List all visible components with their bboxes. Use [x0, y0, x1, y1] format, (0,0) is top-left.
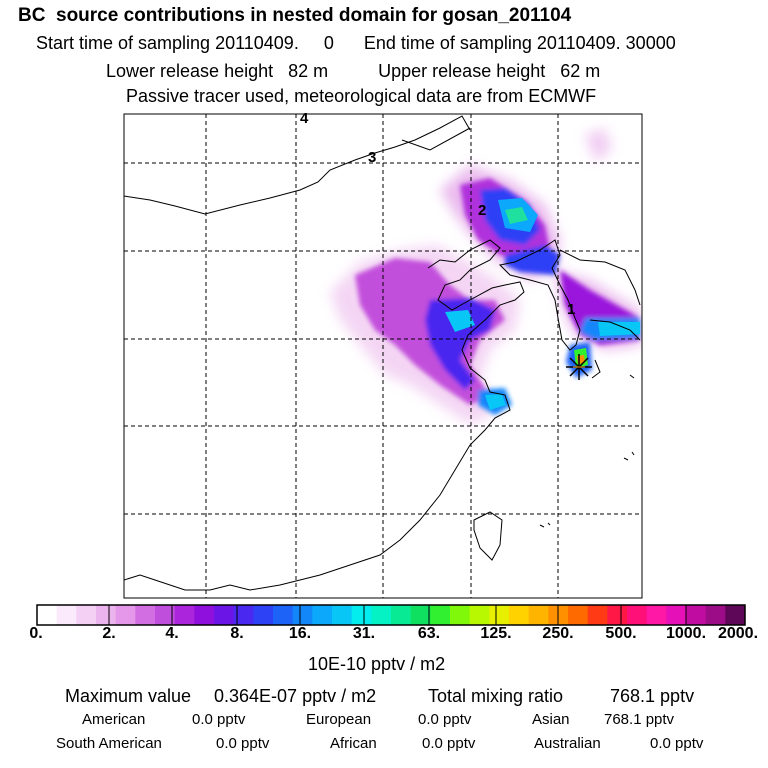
- european-label: European: [306, 711, 372, 728]
- african-label: African: [330, 735, 377, 752]
- max-value-label: Maximum value: [65, 686, 192, 706]
- plume-top-patch: [585, 128, 612, 162]
- colorbar-cell: [253, 605, 274, 625]
- colorbar-cell: [686, 605, 707, 625]
- colorbar-tick: 16.: [288, 625, 312, 642]
- african-value: 0.0 pptv: [422, 735, 476, 752]
- sampling-time-line: Start time of sampling 20110409. 0 End t…: [36, 33, 676, 53]
- trajectory-label-2: 2: [478, 202, 486, 219]
- total-mixing-label: Total mixing ratio: [428, 686, 564, 706]
- colorbar-unit: 10E-10 pptv / m2: [308, 654, 446, 674]
- colorbar-cell: [469, 605, 490, 625]
- colorbar-cell: [410, 605, 431, 625]
- colorbar-cell: [509, 605, 530, 625]
- plume-cyan-south: [485, 394, 506, 410]
- receptor-star-icon: [566, 354, 592, 380]
- colorbar-cell: [96, 605, 117, 625]
- american-value: 0.0 pptv: [192, 711, 246, 728]
- taiwan-coast: [473, 511, 503, 561]
- colorbar-cell: [155, 605, 176, 625]
- colorbar-cell: [37, 605, 58, 625]
- colorbar-cell: [430, 605, 451, 625]
- colorbar-cell: [627, 605, 648, 625]
- colorbar-cell: [391, 605, 412, 625]
- asian-label: Asian: [532, 711, 570, 728]
- max-value: 0.364E-07 pptv / m2: [214, 686, 377, 706]
- asian-value: 768.1 pptv: [604, 711, 675, 728]
- colorbar-tick: 1000.: [665, 625, 707, 642]
- colorbar-cell: [76, 605, 97, 625]
- australian-value: 0.0 pptv: [650, 735, 704, 752]
- colorbar-cell: [174, 605, 195, 625]
- plume-cyan-east: [598, 322, 640, 336]
- colorbar-cell: [666, 605, 687, 625]
- plume-hotspot-north: [505, 207, 528, 224]
- colorbar-cell: [233, 605, 254, 625]
- colorbar-cell: [115, 605, 136, 625]
- colorbar-tick: 500.: [605, 625, 637, 642]
- trajectory-labels: 4 3 2 1: [300, 110, 575, 318]
- colorbar-cell: [56, 605, 77, 625]
- colorbar-cell: [371, 605, 392, 625]
- colorbar-cell: [705, 605, 726, 625]
- colorbar-cell: [214, 605, 235, 625]
- china-coast: [124, 239, 525, 591]
- trajectory-label-1: 1: [567, 301, 575, 318]
- european-value: 0.0 pptv: [418, 711, 472, 728]
- colorbar-tick: 8.: [230, 625, 244, 642]
- colorbar-tick: 2000.: [717, 625, 759, 642]
- colorbar-cell: [587, 605, 608, 625]
- colorbar-tick: 0.: [29, 625, 43, 642]
- colorbar-cell: [312, 605, 333, 625]
- plume-korea-blue: [505, 245, 560, 275]
- colorbar-cell: [646, 605, 667, 625]
- trajectory-label-4: 4: [300, 110, 309, 127]
- grid-lines: [124, 114, 642, 598]
- colorbar-cell: [332, 605, 353, 625]
- colorbar-tick: 63.: [417, 625, 441, 642]
- american-label: American: [82, 711, 146, 728]
- colorbar-cell: [725, 605, 746, 625]
- map-frame: [123, 113, 643, 599]
- coastlines: [124, 115, 641, 591]
- colorbar-frame: [36, 604, 746, 626]
- tracer-info-line: Passive tracer used, meteorological data…: [126, 86, 597, 106]
- australian-label: Australian: [534, 735, 601, 752]
- colorbar-tick: 31.: [352, 625, 376, 642]
- colorbar-cell: [292, 605, 313, 625]
- colorbar-tick: 4.: [165, 625, 179, 642]
- colorbar-cell: [607, 605, 628, 625]
- trajectory-label-3: 3: [368, 149, 376, 166]
- colorbar-cell: [194, 605, 215, 625]
- colorbar-cell: [489, 605, 510, 625]
- colorbar-cell: [351, 605, 372, 625]
- colorbar-cell: [568, 605, 589, 625]
- south-american-label: South American: [56, 735, 162, 752]
- colorbar-cell: [450, 605, 471, 625]
- korea-coast: [498, 239, 581, 351]
- plume-cyan-mid: [445, 310, 475, 332]
- colorbar-tick: 125.: [480, 625, 512, 642]
- japan-sea-coast: [559, 249, 641, 306]
- colorbar-cell: [528, 605, 549, 625]
- plot-title: BC source contributions in nested domain…: [18, 5, 572, 26]
- border-north: [124, 115, 471, 215]
- colorbar-cell: [273, 605, 294, 625]
- colorbar-cell: [135, 605, 156, 625]
- plume-inner-blue: [425, 298, 495, 390]
- south-american-value: 0.0 pptv: [216, 735, 270, 752]
- colorbar-tick: 2.: [102, 625, 116, 642]
- release-height-line: Lower release height 82 m Upper release …: [106, 61, 601, 81]
- colorbar-tick: 250.: [542, 625, 574, 642]
- colorbar-cells: [36, 605, 746, 625]
- total-mixing-value: 768.1 pptv: [610, 686, 695, 706]
